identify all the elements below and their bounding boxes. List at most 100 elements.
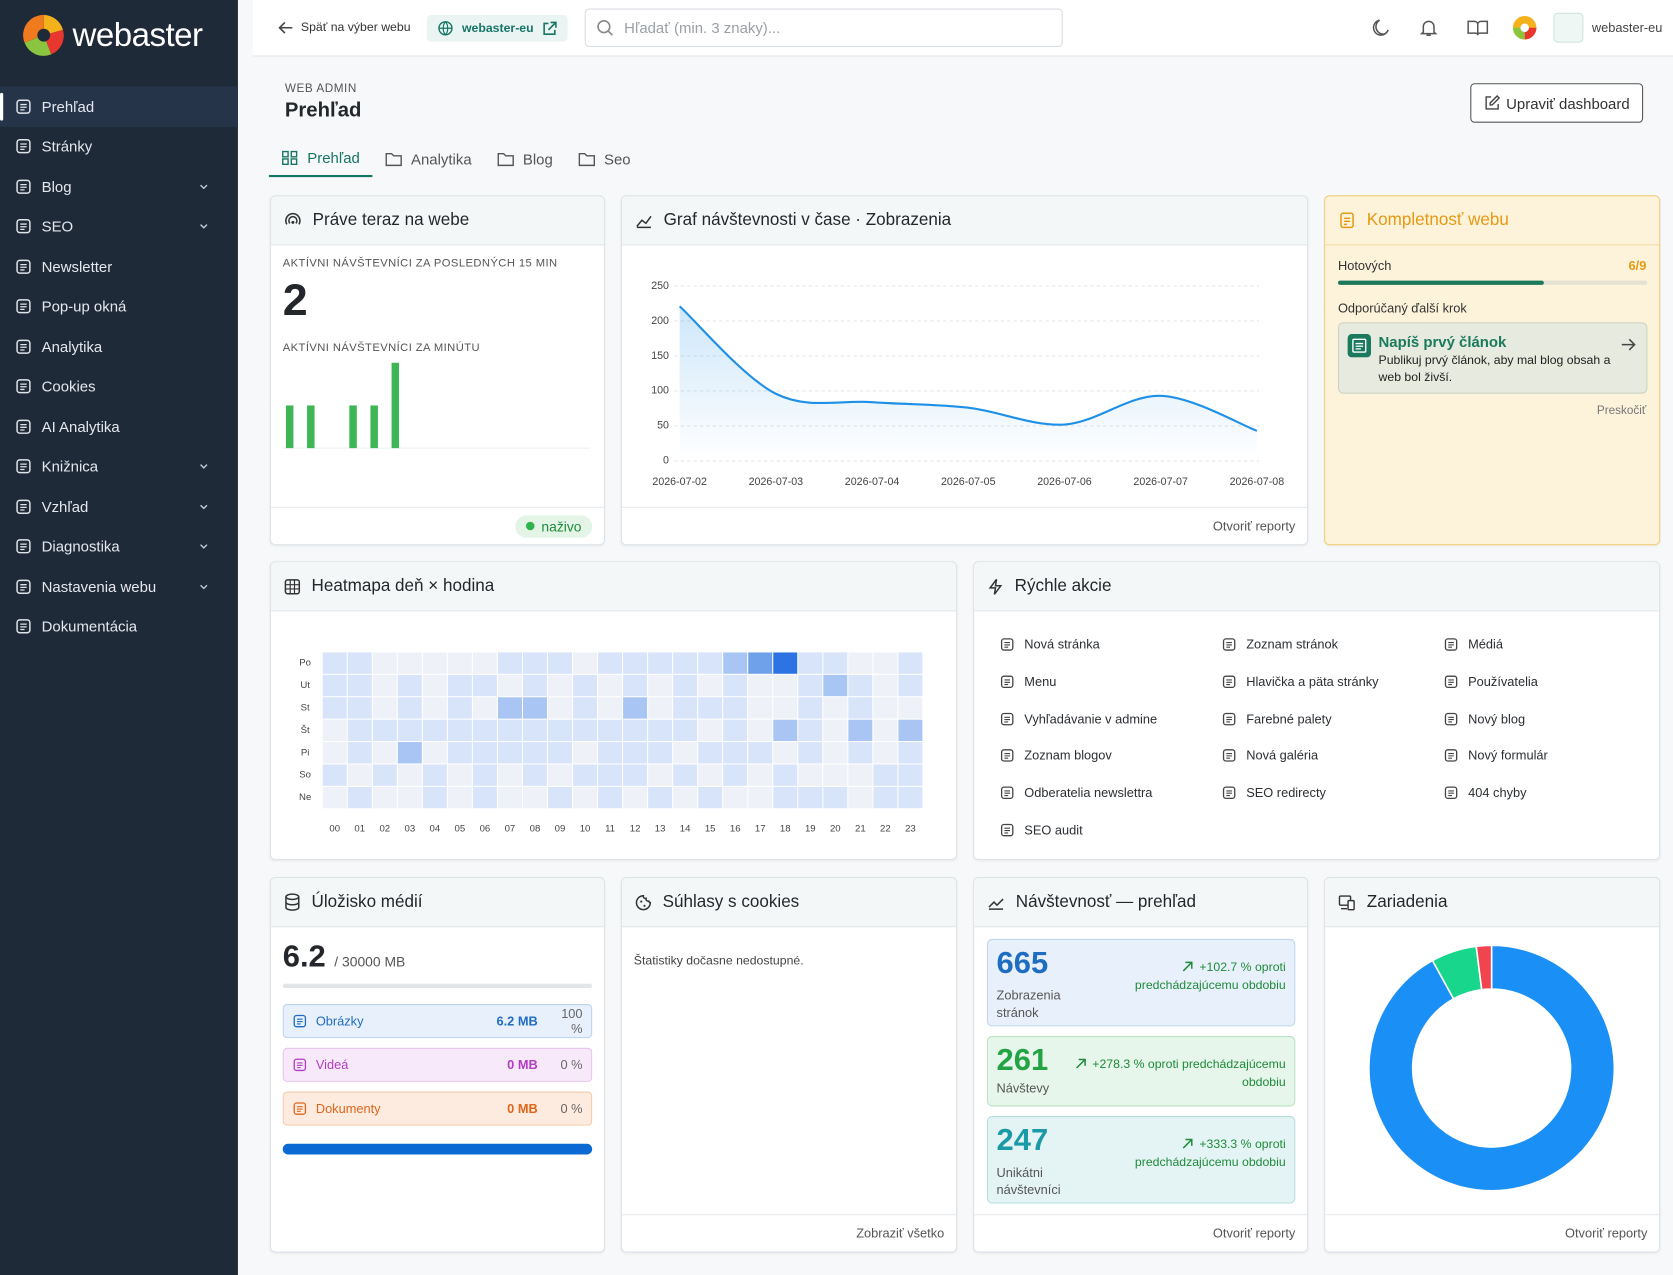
user-menu[interactable]: webaster-eu <box>1553 12 1662 43</box>
action-icon <box>1444 638 1458 652</box>
quick-action[interactable]: Nová stránka <box>1000 626 1222 663</box>
cookie-icon <box>635 894 652 910</box>
quick-action[interactable]: SEO audit <box>1000 811 1222 848</box>
card-title: Graf návštevnosti v čase · Zobrazenia <box>663 210 952 229</box>
footer-link[interactable]: Otvoriť reporty <box>1212 518 1296 534</box>
action-label: Farebné palety <box>1246 711 1332 727</box>
quick-action[interactable]: Hlavička a päta stránky <box>1222 663 1444 700</box>
card-footer: Otvoriť reporty <box>622 506 1308 544</box>
action-label: Zoznam blogov <box>1024 748 1112 764</box>
tab[interactable]: Blog <box>484 141 565 177</box>
search-box[interactable]: Hľadať (min. 3 znaky)... <box>584 8 1063 47</box>
tab[interactable]: Seo <box>566 141 644 177</box>
icon-shape <box>1222 749 1236 763</box>
icon-shape <box>1226 790 1232 797</box>
edit-dashboard-button[interactable]: Upraviť dashboard <box>1470 83 1644 123</box>
chevron-shape <box>200 464 208 470</box>
menu-item[interactable]: Stránky <box>0 126 238 166</box>
type-icon <box>293 1102 307 1115</box>
quick-action[interactable]: Zoznam stránok <box>1222 626 1444 663</box>
quick-action[interactable]: Nový blog <box>1444 700 1660 737</box>
quick-action[interactable]: Médiá <box>1444 626 1660 663</box>
menu-label: Nastavenia webu <box>41 578 157 596</box>
visits-card: Návštevnosť — prehľad 665 Zobrazenia strá… <box>973 877 1309 1253</box>
icon-shape <box>1226 642 1232 649</box>
chevron-shape <box>200 504 208 510</box>
icon-shape <box>1000 823 1014 837</box>
icon-shape <box>1444 675 1458 689</box>
card-footer: Otvoriť reporty <box>974 1214 1308 1251</box>
docs[interactable] <box>1467 18 1489 37</box>
logo[interactable]: webaster <box>21 13 203 58</box>
live-card: Práve teraz na webe AKTÍVNI NÁVŠTEVNÍCI … <box>269 195 605 546</box>
footer-link[interactable]: Zobraziť všetko <box>856 1225 945 1241</box>
suggestion[interactable]: Napíš prvý článok Publikuj prvý článok, … <box>1337 322 1648 394</box>
topbar: Späť na výber webu webaster-eu Hľadať (m… <box>252 0 1673 57</box>
site-name: webaster-eu <box>461 21 534 35</box>
menu-item[interactable]: Dokumentácia <box>0 607 238 647</box>
menu-item[interactable]: Diagnostika <box>0 527 238 567</box>
menu-item[interactable]: Cookies <box>0 367 238 407</box>
quick-action[interactable]: Odberatelia newslettra <box>1000 774 1222 811</box>
menu-icon <box>16 299 31 314</box>
chevron <box>200 464 208 470</box>
icon-shape <box>1004 790 1011 797</box>
quick-action[interactable]: Vyhľadávanie v admine <box>1000 700 1222 737</box>
icon-shape <box>20 143 27 151</box>
theme-toggle[interactable] <box>1371 18 1390 37</box>
menu-item[interactable]: SEO <box>0 206 238 246</box>
icon-shape <box>1000 712 1014 726</box>
action-icon <box>1222 749 1236 763</box>
skip-link[interactable]: Preskočiť <box>1596 404 1647 418</box>
tab[interactable]: Prehľad <box>268 141 373 178</box>
icon-shape <box>16 419 31 434</box>
menu-label: SEO <box>41 217 74 235</box>
arrow-icon <box>1621 338 1636 351</box>
menu-item[interactable]: Pop-up okná <box>0 286 238 326</box>
quick-action[interactable]: Farebné palety <box>1222 700 1444 737</box>
back-link[interactable]: Späť na výber webu <box>278 21 411 34</box>
footer-link[interactable]: Otvoriť reporty <box>1212 1225 1296 1241</box>
site-chip[interactable]: webaster-eu <box>426 14 568 42</box>
heatmap-card: Heatmapa deň × hodina <box>269 561 958 860</box>
brand-badge[interactable] <box>1512 15 1538 41</box>
action-icon <box>1222 712 1236 726</box>
quick-action[interactable]: Zoznam blogov <box>1000 737 1222 774</box>
status-dot <box>526 521 535 531</box>
chevron <box>200 184 208 190</box>
footer-link[interactable]: Otvoriť reporty <box>1565 1225 1648 1241</box>
quick-action[interactable]: Nová galéria <box>1222 737 1444 774</box>
quick-action[interactable]: Používatelia <box>1444 663 1660 700</box>
menu-item[interactable]: Blog <box>0 166 238 206</box>
tab-icon <box>578 152 596 167</box>
quick-action[interactable]: 404 chyby <box>1444 774 1660 811</box>
icon-shape <box>1222 786 1236 800</box>
menu-label: Cookies <box>41 377 96 396</box>
quick-action[interactable]: Nový formulár <box>1444 737 1660 774</box>
menu-item[interactable]: Analytika <box>0 326 238 366</box>
chevron-shape <box>200 544 208 550</box>
sidebar: webaster Prehľad Stránky Blog SEO Newsletter… <box>0 0 238 1275</box>
quick-action[interactable]: SEO redirecty <box>1222 774 1444 811</box>
menu-item[interactable]: Vzhľad <box>0 487 238 527</box>
action-label: Používatelia <box>1468 674 1538 690</box>
type-share: 0 % <box>560 1101 583 1117</box>
quick-action[interactable]: Menu <box>1000 663 1222 700</box>
type-icon <box>293 1058 307 1072</box>
card-title: Kompletnosť webu <box>1366 210 1509 229</box>
tab[interactable]: Analytika <box>373 141 485 177</box>
tab-icon <box>497 152 514 167</box>
menu-item[interactable]: AI Analytika <box>0 407 238 447</box>
menu-label: Pop-up okná <box>41 297 127 316</box>
menu-icon <box>16 539 31 554</box>
menu-item[interactable]: Nastavenia webu <box>0 567 238 607</box>
database-icon <box>285 893 300 911</box>
menu-item[interactable]: Prehľad <box>0 86 238 127</box>
menu-item[interactable]: Newsletter <box>0 246 238 286</box>
icon-shape <box>1004 827 1011 834</box>
icon-shape <box>1444 786 1458 800</box>
visit-value: 261 <box>996 1043 1049 1078</box>
notifications[interactable] <box>1419 18 1438 37</box>
menu-item[interactable]: Knižnica <box>0 447 238 487</box>
action-icon <box>1000 786 1014 800</box>
